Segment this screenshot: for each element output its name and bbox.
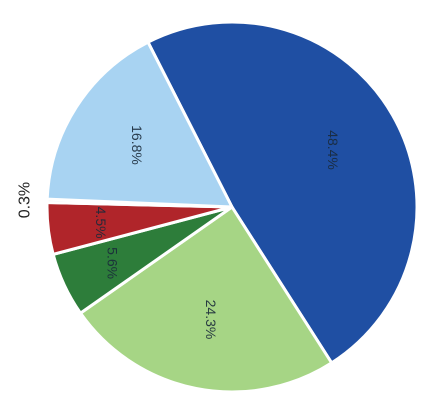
slice-data-label: 4.5% (93, 207, 109, 239)
slice-data-label: 16.8% (129, 125, 145, 165)
pie-slice (145, 20, 419, 365)
pie-slice (78, 204, 334, 394)
pie-slice (45, 40, 235, 209)
slice-data-label: 0.3% (16, 182, 33, 218)
slice-data-label: 5.6% (105, 247, 121, 279)
slice-data-label: 24.3% (203, 300, 219, 340)
slice-data-label: 48.4% (325, 130, 341, 170)
